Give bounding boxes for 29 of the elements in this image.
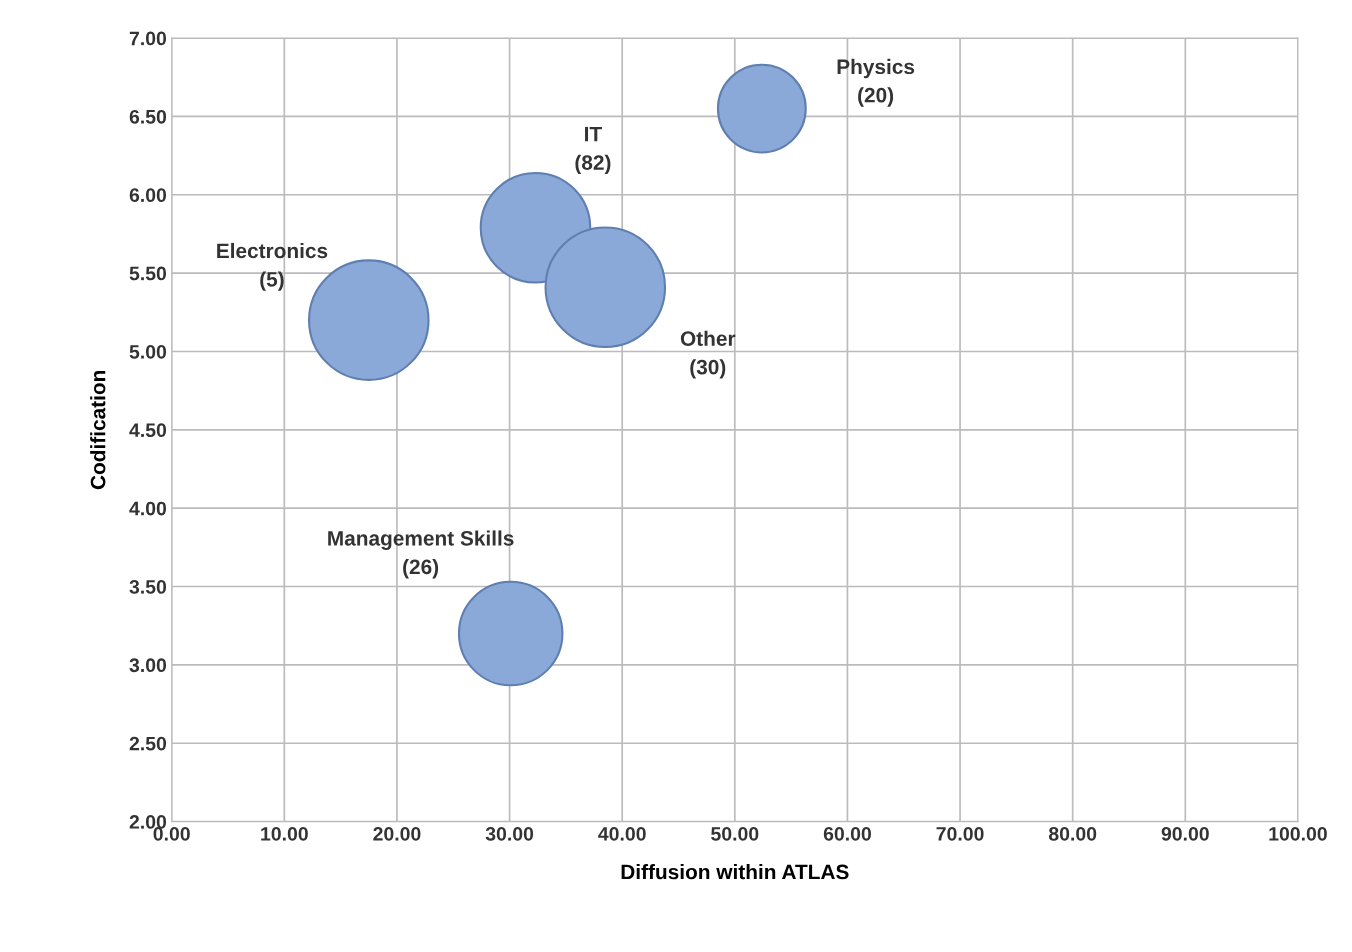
x-tick-label: 40.00: [598, 826, 646, 841]
x-axis-title: Diffusion within ATLAS: [621, 864, 849, 880]
x-tick-label: 100.00: [1269, 826, 1327, 841]
x-tick-label: 30.00: [485, 826, 534, 841]
y-tick-label: 5.00: [129, 344, 167, 359]
y-tick-label: 2.00: [129, 815, 167, 829]
y-tick-label: 4.50: [129, 423, 167, 438]
x-tick-label: 60.00: [823, 826, 871, 841]
y-tick-label: 3.00: [129, 658, 167, 673]
annotation: IT (82): [575, 126, 611, 175]
x-tick-label: 50.00: [711, 826, 759, 841]
y-tick-label: 6.00: [129, 188, 167, 203]
x-tick-label: 20.00: [373, 826, 421, 841]
y-tick-label: 3.50: [129, 580, 167, 594]
x-tick-label: 90.00: [1161, 826, 1209, 841]
y-axis-title: Codification: [90, 370, 106, 490]
y-tick-label: 4.00: [129, 501, 167, 516]
y-tick-label: 7.00: [129, 31, 167, 46]
annotation: Other (30): [680, 330, 736, 379]
x-tick-label: 10.00: [261, 826, 308, 841]
x-tick-label: 80.00: [1048, 826, 1097, 841]
x-tick-label: 0.00: [153, 826, 190, 841]
x-tick-label: 70.00: [936, 826, 984, 841]
y-tick-label: 5.50: [129, 266, 167, 281]
y-tick-label: 2.50: [129, 736, 167, 751]
y-tick-label: 6.50: [129, 109, 167, 124]
annotation: Physics (20): [837, 58, 915, 107]
annotation: Electronics (5): [217, 242, 328, 291]
annotation: Management Skills (26): [328, 530, 514, 579]
